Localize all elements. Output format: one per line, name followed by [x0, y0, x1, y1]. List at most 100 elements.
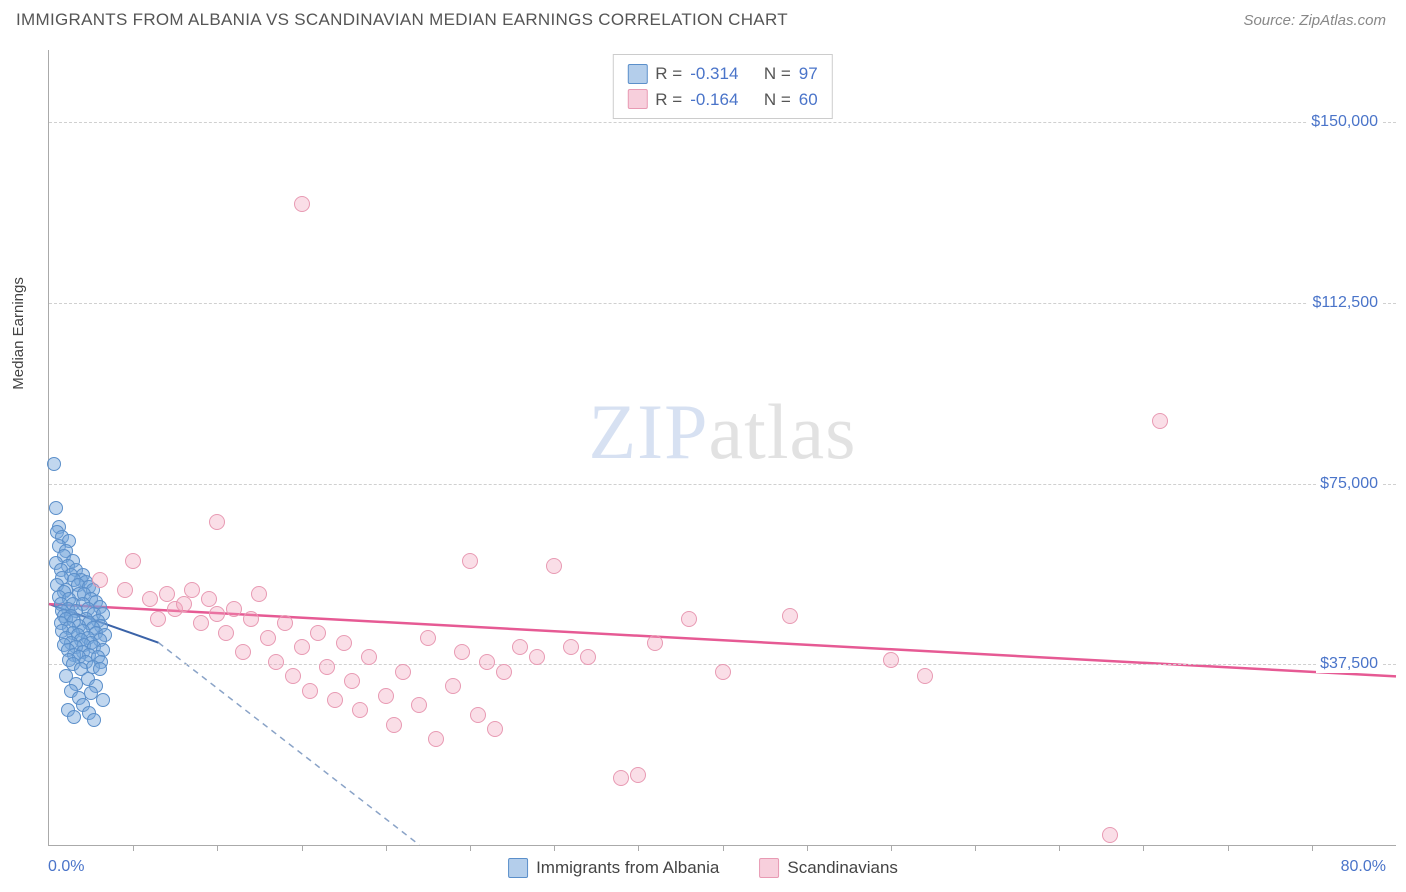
data-point: [546, 558, 562, 574]
source-label: Source: ZipAtlas.com: [1243, 12, 1386, 29]
x-tick: [975, 845, 976, 851]
data-point: [193, 615, 209, 631]
data-point: [277, 615, 293, 631]
data-point: [681, 611, 697, 627]
data-point: [411, 697, 427, 713]
gridline: [49, 303, 1396, 304]
watermark: ZIPatlas: [589, 387, 857, 477]
data-point: [454, 644, 470, 660]
data-point: [487, 721, 503, 737]
x-tick: [554, 845, 555, 851]
data-point: [917, 668, 933, 684]
y-tick-label: $75,000: [1316, 475, 1382, 493]
data-point: [176, 596, 192, 612]
x-tick: [470, 845, 471, 851]
trend-lines: [49, 50, 1396, 845]
series-legend: Immigrants from Albania Scandinavians: [508, 858, 898, 878]
data-point: [647, 635, 663, 651]
data-point: [327, 692, 343, 708]
data-point: [92, 572, 108, 588]
data-point: [260, 630, 276, 646]
data-point: [268, 654, 284, 670]
gridline: [49, 484, 1396, 485]
data-point: [630, 767, 646, 783]
x-tick: [723, 845, 724, 851]
data-point: [184, 582, 200, 598]
data-point: [563, 639, 579, 655]
correlation-legend: R = -0.314 N = 97 R = -0.164 N = 60: [612, 54, 832, 119]
legend-label: Scandinavians: [787, 858, 898, 878]
x-tick: [1312, 845, 1313, 851]
data-point: [715, 664, 731, 680]
data-point: [462, 553, 478, 569]
data-point: [470, 707, 486, 723]
x-tick: [386, 845, 387, 851]
scatter-plot: ZIPatlas R = -0.314 N = 97 R = -0.164 N …: [48, 50, 1396, 846]
x-tick: [133, 845, 134, 851]
x-tick: [1228, 845, 1229, 851]
data-point: [125, 553, 141, 569]
data-point: [294, 639, 310, 655]
x-axis-min-label: 0.0%: [48, 858, 84, 876]
data-point: [782, 608, 798, 624]
data-point: [352, 702, 368, 718]
y-axis-title: Median Earnings: [10, 277, 27, 390]
data-point: [883, 652, 899, 668]
chart-title: IMMIGRANTS FROM ALBANIA VS SCANDINAVIAN …: [16, 10, 788, 30]
data-point: [209, 606, 225, 622]
data-point: [613, 770, 629, 786]
data-point: [1152, 413, 1168, 429]
data-point: [251, 586, 267, 602]
data-point: [428, 731, 444, 747]
swatch-icon: [627, 64, 647, 84]
data-point: [67, 710, 81, 724]
data-point: [150, 611, 166, 627]
x-tick: [638, 845, 639, 851]
swatch-icon: [627, 89, 647, 109]
data-point: [201, 591, 217, 607]
data-point: [209, 514, 225, 530]
data-point: [1102, 827, 1118, 843]
data-point: [142, 591, 158, 607]
data-point: [93, 662, 107, 676]
x-tick: [302, 845, 303, 851]
y-tick-label: $112,500: [1308, 294, 1382, 312]
data-point: [117, 582, 133, 598]
data-point: [386, 717, 402, 733]
data-point: [159, 586, 175, 602]
data-point: [302, 683, 318, 699]
gridline: [49, 122, 1396, 123]
data-point: [420, 630, 436, 646]
y-tick-label: $150,000: [1307, 113, 1382, 131]
data-point: [285, 668, 301, 684]
data-point: [226, 601, 242, 617]
data-point: [580, 649, 596, 665]
data-point: [47, 457, 61, 471]
data-point: [294, 196, 310, 212]
swatch-icon: [759, 858, 779, 878]
x-tick: [1059, 845, 1060, 851]
x-tick: [217, 845, 218, 851]
y-tick-label: $37,500: [1316, 655, 1382, 673]
legend-label: Immigrants from Albania: [536, 858, 719, 878]
x-tick: [891, 845, 892, 851]
data-point: [378, 688, 394, 704]
data-point: [96, 693, 110, 707]
x-tick: [807, 845, 808, 851]
data-point: [243, 611, 259, 627]
data-point: [235, 644, 251, 660]
x-tick: [1143, 845, 1144, 851]
data-point: [361, 649, 377, 665]
data-point: [512, 639, 528, 655]
data-point: [496, 664, 512, 680]
data-point: [218, 625, 234, 641]
data-point: [445, 678, 461, 694]
data-point: [319, 659, 335, 675]
data-point: [310, 625, 326, 641]
data-point: [395, 664, 411, 680]
data-point: [87, 713, 101, 727]
x-axis-max-label: 80.0%: [1341, 858, 1386, 876]
swatch-icon: [508, 858, 528, 878]
data-point: [336, 635, 352, 651]
data-point: [529, 649, 545, 665]
